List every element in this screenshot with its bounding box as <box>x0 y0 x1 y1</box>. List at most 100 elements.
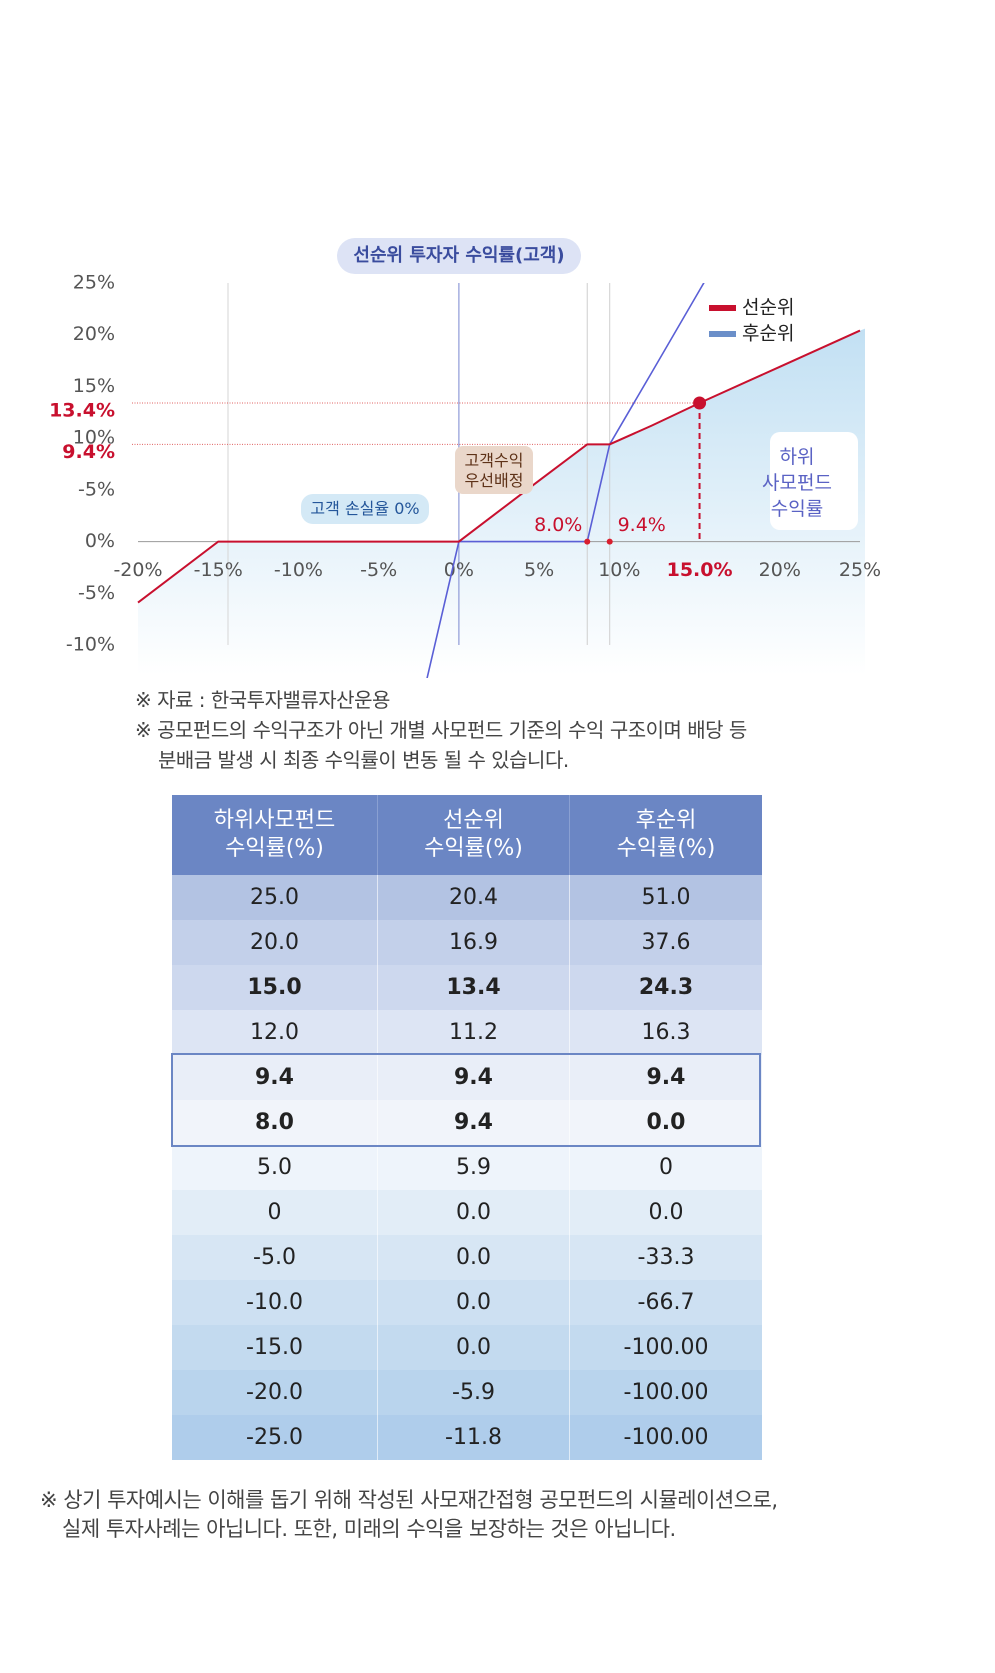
reference-label: 9.4% <box>62 441 115 463</box>
chart: 25% 20% 15% 10% -5% 0% -5% -10% -20% -15% -10% -5% 0… <box>49 238 881 678</box>
table-cell: -100.00 <box>623 1380 709 1405</box>
table-cell: -25.0 <box>172 1415 378 1460</box>
point-marker <box>584 538 591 545</box>
x-tick-label: -5% <box>360 559 397 581</box>
table-cell: 0.0 <box>377 1190 570 1235</box>
x-tick-label: 5% <box>524 559 554 581</box>
callout-box <box>455 446 533 494</box>
table-row: 15.0 13.4 24.3 <box>172 965 762 1010</box>
table-cell: 20.0 <box>172 920 378 965</box>
table-cell: 9.4 <box>377 1055 570 1100</box>
point-label: 8.0% <box>534 514 582 536</box>
highlight-x-label: 15.0% <box>667 559 733 581</box>
table-cell: -15.0 <box>172 1325 378 1370</box>
table-row: 0 0.0 0.0 <box>172 1190 762 1235</box>
table-row: 12.0 11.2 16.3 <box>172 1010 762 1055</box>
table-cell: 5.0 <box>172 1145 378 1190</box>
table-row: -20.0 -5.9 -100.00 <box>172 1370 762 1415</box>
table-cell: 9.4 <box>172 1055 378 1100</box>
legend-label: 선순위 <box>742 297 794 319</box>
point-label: 9.4% <box>618 514 666 536</box>
x-tick-label: -15% <box>194 559 243 581</box>
table-cell: -20.0 <box>172 1370 378 1415</box>
table-cell: 0.0 <box>377 1325 570 1370</box>
title-pill <box>337 238 581 274</box>
y-tick-label: 15% <box>73 375 115 397</box>
table-row: -15.0 0.0 -100.00 <box>172 1325 762 1370</box>
table-cell: 16.9 <box>377 920 570 965</box>
table-cell: 8.0 <box>172 1100 378 1145</box>
x-tick-label: -20% <box>113 559 162 581</box>
callout-text: 고객수익 우선배정 <box>465 451 524 490</box>
table-row: 5.0 5.9 0 <box>172 1145 762 1190</box>
chart-title: 선순위 투자자 수익률(고객) <box>353 245 564 266</box>
table-row: 9.4 9.4 9.4 <box>172 1055 762 1100</box>
callout-text: 고객 손실율 0% <box>310 499 419 518</box>
note: ※ 공모펀드의 수익구조가 아닌 개별 사모펀드 기준의 수익 구조이며 배당 … <box>135 718 747 742</box>
table-cell: 9.4 <box>377 1100 570 1145</box>
table-row: 8.0 9.4 0.0 <box>172 1100 762 1145</box>
x-tick-label: 20% <box>759 559 801 581</box>
table-cell: 51.0 <box>641 885 691 910</box>
table-header: 선순위 수익률(%) <box>377 795 570 875</box>
y-tick-label: 25% <box>73 272 115 294</box>
table-cell: 20.4 <box>377 875 570 920</box>
table: 하위사모펀드 수익률(%) 선순위 수익률(%) 후순위 수익률(%) 25.0 20.… <box>172 795 762 1460</box>
table-cell: -66.7 <box>637 1290 695 1315</box>
table-cell: -5.0 <box>172 1235 378 1280</box>
x-tick-label: 10% <box>598 559 640 581</box>
legend-swatch <box>709 305 736 311</box>
legend-swatch <box>709 331 736 337</box>
y-tick-label: -10% <box>66 634 115 656</box>
table-cell: 0.0 <box>377 1235 570 1280</box>
table-row: -25.0 -11.8 -100.00 <box>172 1415 762 1460</box>
table-cell: 0.0 <box>646 1110 686 1135</box>
series-line <box>426 283 705 678</box>
table-row: 25.0 20.4 51.0 <box>172 875 762 920</box>
callout-text: 하위 사모펀드 수익률 <box>762 446 832 520</box>
table-cell: 16.3 <box>641 1020 691 1045</box>
y-tick-label: -5% <box>78 478 115 500</box>
x-tick-label: 0% <box>444 559 474 581</box>
y-tick-label: 20% <box>73 323 115 345</box>
table-cell: -33.3 <box>637 1245 695 1270</box>
table-header: 후순위 수익률(%) <box>569 795 762 875</box>
footer-note: 실제 투자사례는 아닙니다. 또한, 미래의 수익을 보장하는 것은 아닙니다. <box>62 1517 676 1541</box>
note: 분배금 발생 시 최종 수익률이 변동 될 수 있습니다. <box>158 748 569 772</box>
legend-label: 후순위 <box>742 323 794 345</box>
y-tick-label: -5% <box>78 582 115 604</box>
table-cell: -100.00 <box>623 1335 709 1360</box>
table-cell: 0 <box>172 1190 378 1235</box>
table-cell: 25.0 <box>172 875 378 920</box>
table-cell: -11.8 <box>377 1415 570 1460</box>
x-tick-label: -10% <box>274 559 323 581</box>
table-header: 하위사모펀드 수익률(%) <box>172 795 378 875</box>
series-line <box>137 329 861 604</box>
table-cell: 0 <box>659 1155 673 1180</box>
highlight-point <box>693 396 707 410</box>
table-cell: 24.3 <box>638 975 694 1000</box>
table-cell: 15.0 <box>172 965 378 1010</box>
area <box>138 328 865 675</box>
table-cell: 9.4 <box>646 1065 686 1090</box>
table-cell: 0.0 <box>648 1200 684 1225</box>
callout-box <box>301 494 429 524</box>
table-row: -5.0 0.0 -33.3 <box>172 1235 762 1280</box>
table-cell: -100.00 <box>623 1425 709 1450</box>
footer-note: ※ 상기 투자예시는 이해를 돕기 위해 작성된 사모재간접형 공모펀드의 시뮬… <box>40 1488 778 1512</box>
table-cell: 12.0 <box>172 1010 378 1055</box>
table-cell: 0.0 <box>377 1280 570 1325</box>
point-marker <box>606 538 613 545</box>
note: ※ 자료 : 한국투자밸류자산운용 <box>135 688 390 712</box>
table-cell: -5.9 <box>377 1370 570 1415</box>
table-cell: 13.4 <box>377 965 570 1010</box>
x-tick-label: 25% <box>839 559 881 581</box>
reference-label: 13.4% <box>49 399 115 421</box>
table-cell: 37.6 <box>641 930 691 955</box>
table-cell: 5.9 <box>377 1145 570 1190</box>
table-cell: -10.0 <box>172 1280 378 1325</box>
callout-box <box>770 432 858 530</box>
table-cell: 11.2 <box>377 1010 570 1055</box>
y-tick-label: 10% <box>73 427 115 449</box>
